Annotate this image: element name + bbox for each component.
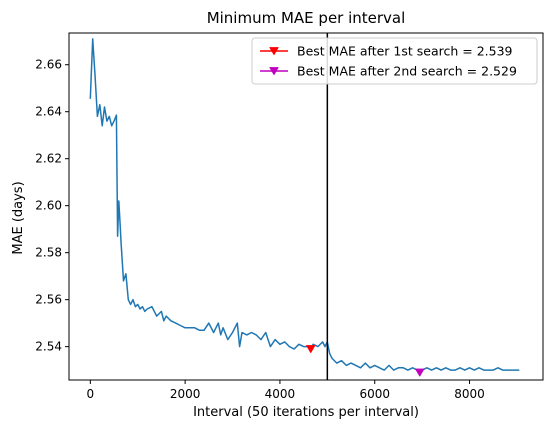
y-tick-label: 2.64 — [35, 105, 62, 119]
chart-title: Minimum MAE per interval — [207, 9, 406, 27]
y-tick-label: 2.54 — [35, 340, 62, 354]
legend-box — [251, 37, 538, 85]
y-axis-label: MAE (days) — [11, 181, 26, 254]
x-axis-label: Interval (50 iterations per interval) — [193, 405, 419, 420]
legend: Best MAE after 1st search = 2.539 Best MA… — [251, 37, 538, 85]
x-tick-label: 0 — [87, 387, 95, 401]
legend-label-1: Best MAE after 1st search = 2.539 — [297, 44, 513, 59]
best-marker-2 — [414, 368, 425, 378]
y-tick-label: 2.60 — [35, 199, 62, 213]
x-tick-label: 4000 — [265, 387, 296, 401]
y-tick-label: 2.66 — [35, 58, 62, 72]
legend-marker-1 — [269, 47, 279, 56]
x-tick-label: 6000 — [359, 387, 390, 401]
axes-frame — [68, 32, 544, 381]
legend-label-2: Best MAE after 2nd search = 2.529 — [297, 64, 517, 79]
y-tick-label: 2.56 — [35, 293, 62, 307]
legend-marker-2 — [269, 67, 279, 76]
x-tick-label: 2000 — [170, 387, 201, 401]
y-tick-label: 2.62 — [35, 152, 62, 166]
series-line-0 — [89, 38, 520, 374]
y-tick-label: 2.58 — [35, 246, 62, 260]
x-tick-label: 8000 — [454, 387, 485, 401]
best-marker-1 — [305, 345, 316, 354]
plot-area: 0 2000 4000 6000 8000 2.54 2.56 2.58 2.60 2.62 2.6… — [35, 32, 544, 401]
